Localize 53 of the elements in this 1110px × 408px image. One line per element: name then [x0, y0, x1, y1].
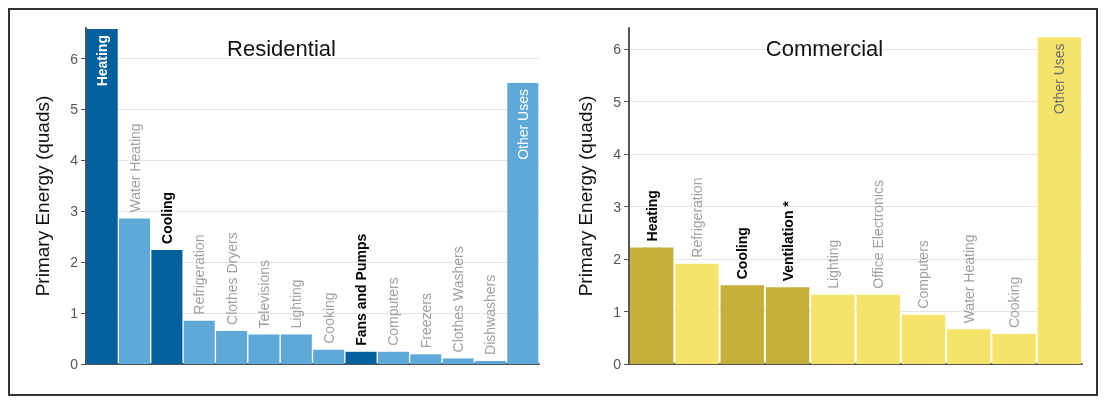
bar [629, 247, 674, 364]
category-label: Ventilation * [779, 201, 796, 282]
chart-title: Commercial [765, 35, 884, 61]
chart-title: Residential [227, 35, 336, 61]
y-tick-label: 6 [613, 41, 622, 57]
category-label: Cooling [158, 191, 175, 244]
bar [947, 329, 991, 364]
bar [119, 218, 151, 364]
bar [901, 314, 946, 364]
category-label: Other Uses [514, 88, 531, 160]
y-tick-label: 5 [70, 101, 79, 118]
y-tick-label: 2 [613, 251, 622, 267]
y-tick-label: 2 [70, 254, 79, 271]
category-label: Computers [385, 277, 402, 346]
category-label: Office Electronics [870, 180, 887, 289]
y-tick-label: 0 [613, 356, 622, 372]
category-label: Water Heating [126, 123, 143, 213]
y-axis-title: Primary Energy (quads) [575, 95, 596, 297]
category-label: Heating [94, 35, 111, 87]
y-tick-label: 6 [70, 50, 79, 67]
category-label: Refrigeration [191, 234, 208, 315]
category-label: Clothes Dryers [223, 232, 240, 325]
category-label: Lighting [824, 239, 841, 289]
y-tick-label: 4 [70, 152, 79, 169]
category-label: Heating [643, 190, 660, 242]
y-tick-label: 4 [613, 146, 622, 162]
category-label: Fans and Pumps [353, 233, 370, 346]
category-label: Freezers [417, 293, 434, 349]
category-label: Dishwashers [482, 274, 499, 355]
category-label: Clothes Washers [450, 246, 467, 353]
bar [345, 351, 377, 364]
bar [675, 263, 719, 364]
category-label: Water Heating [960, 234, 977, 324]
category-label: Cooling [734, 227, 751, 280]
y-tick-label: 3 [613, 198, 622, 215]
bar [765, 287, 810, 364]
y-axis-title: Primary Energy (quads) [32, 95, 53, 297]
bar [720, 285, 764, 364]
y-tick-label: 0 [70, 356, 79, 372]
bar [992, 334, 1036, 364]
bar [1037, 37, 1082, 364]
category-label: Computers [915, 240, 932, 309]
category-label: Cooking [320, 292, 337, 344]
y-tick-label: 3 [70, 203, 79, 220]
category-label: Other Uses [1051, 43, 1068, 115]
category-label: Cooking [1006, 276, 1023, 329]
category-label: Lighting [288, 279, 305, 329]
y-tick-label: 5 [613, 93, 622, 110]
bar [151, 249, 183, 364]
category-label: Televisions [255, 259, 272, 329]
y-tick-label: 1 [70, 305, 79, 322]
y-tick-label: 1 [613, 303, 622, 320]
category-label: Refrigeration [688, 177, 705, 258]
